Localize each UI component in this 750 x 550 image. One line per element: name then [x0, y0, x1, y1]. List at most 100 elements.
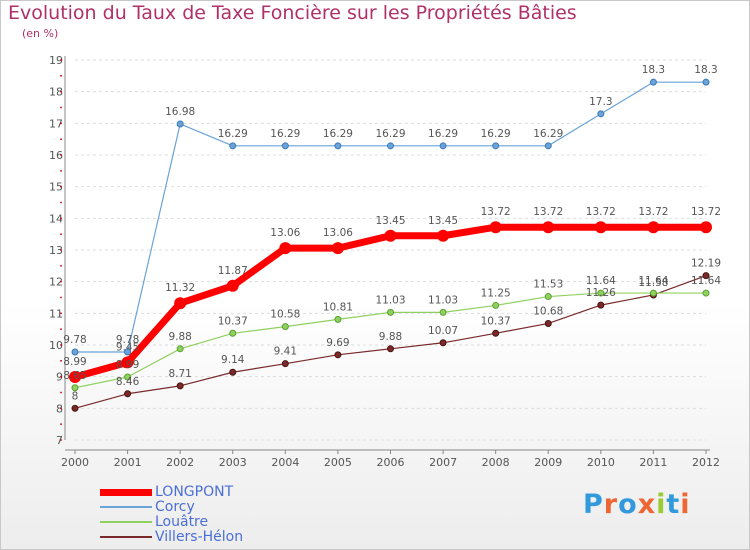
label-lou-tre-2010: 11.64	[586, 275, 616, 287]
label-longpont-2010: 13.72	[586, 206, 616, 218]
label-longpont-2009: 13.72	[533, 206, 563, 218]
x-tick-label-2006: 2006	[377, 456, 405, 469]
legend-item-longpont: LONGPONT	[100, 484, 233, 500]
point-lou-tre-2011	[649, 289, 657, 297]
point-corcy-2011	[649, 78, 657, 86]
point-longpont-2011	[647, 221, 660, 234]
label-corcy-2010: 17.3	[589, 96, 612, 108]
label-villers-h-lon-2004: 9.41	[274, 346, 297, 358]
point-longpont-2000	[69, 370, 81, 383]
label-villers-h-lon-2007: 10.07	[428, 325, 458, 337]
label-lou-tre-2000: 8.65	[63, 370, 86, 382]
point-corcy-2012	[702, 78, 710, 86]
y-minor-tick	[60, 439, 62, 441]
logo-letter: x	[637, 489, 657, 520]
x-tick-label-2000: 2000	[61, 456, 89, 469]
logo-letter: o	[618, 489, 638, 520]
point-villers-h-lon-2004	[281, 360, 289, 368]
x-tick-label-2008: 2008	[482, 456, 510, 469]
y-minor-tick	[60, 249, 62, 251]
point-lou-tre-2000	[71, 384, 79, 392]
label-longpont-2008: 13.72	[481, 206, 511, 218]
point-longpont-2010	[594, 221, 607, 234]
y-minor-tick	[60, 264, 62, 267]
point-villers-h-lon-2009	[544, 319, 552, 327]
label-lou-tre-2006: 11.03	[375, 294, 405, 306]
label-longpont-2004: 13.06	[270, 227, 300, 239]
point-longpont-2002	[174, 297, 187, 310]
x-tick-label-2007: 2007	[429, 456, 457, 469]
y-minor-tick	[60, 59, 62, 61]
label-longpont-2005: 13.06	[323, 227, 353, 239]
y-tick-label-14: 14	[49, 212, 63, 225]
y-tick-label-16: 16	[49, 149, 63, 162]
label-villers-h-lon-2009: 10.68	[533, 305, 563, 317]
y-tick-label-17: 17	[49, 117, 63, 130]
label-corcy-2004: 16.29	[270, 128, 300, 140]
label-villers-h-lon-2001: 8.46	[116, 376, 140, 388]
label-corcy-2000: 9.78	[63, 334, 86, 346]
label-corcy-2012: 18.3	[694, 64, 717, 76]
x-tick-label-2005: 2005	[324, 456, 352, 469]
label-villers-h-lon-2006: 9.88	[379, 331, 402, 343]
label-corcy-2006: 16.29	[375, 128, 405, 140]
label-longpont-2002: 11.32	[165, 282, 195, 294]
chart-title: Evolution du Taux de Taxe Foncière sur l…	[8, 2, 577, 24]
point-lou-tre-2005	[334, 315, 342, 323]
y-minor-tick	[60, 312, 62, 315]
point-villers-h-lon-2001	[124, 390, 132, 398]
label-villers-h-lon-2002: 8.71	[168, 368, 191, 380]
point-longpont-2001	[121, 356, 134, 369]
legend-item-villers-h-lon: Villers-Hélon	[100, 529, 243, 545]
label-lou-tre-2005: 10.81	[323, 301, 353, 313]
logo-letter: r	[603, 489, 619, 520]
point-villers-h-lon-2000	[71, 404, 79, 412]
point-lou-tre-2008	[492, 301, 500, 309]
point-corcy-2008	[492, 142, 500, 150]
label-lou-tre-2012: 11.64	[691, 275, 721, 287]
point-villers-h-lon-2005	[334, 351, 342, 359]
x-tick-label-2012: 2012	[692, 456, 720, 469]
label-corcy-2001: 9.78	[116, 334, 139, 346]
label-corcy-2008: 16.29	[481, 128, 511, 140]
legend-label: Corcy	[155, 499, 195, 515]
logo-letter: t	[666, 489, 681, 520]
label-lou-tre-2008: 11.25	[481, 287, 511, 299]
point-villers-h-lon-2006	[387, 345, 394, 353]
point-corcy-2003	[229, 142, 237, 150]
y-minor-tick	[60, 217, 62, 220]
chart-unit-label: (en %)	[22, 27, 59, 40]
y-minor-tick	[60, 106, 62, 109]
y-minor-tick	[60, 122, 62, 125]
label-longpont-2011: 13.72	[638, 206, 668, 218]
point-longpont-2004	[279, 242, 292, 255]
y-minor-tick	[60, 233, 62, 236]
point-corcy-2006	[387, 142, 394, 150]
point-longpont-2007	[437, 229, 450, 242]
point-longpont-2009	[542, 221, 555, 234]
y-tick-label-8: 8	[56, 402, 63, 415]
point-lou-tre-2002	[176, 345, 184, 353]
point-villers-h-lon-2002	[176, 382, 184, 390]
y-minor-tick	[60, 138, 62, 141]
label-villers-h-lon-2012: 12.19	[691, 258, 721, 270]
y-minor-tick	[60, 169, 62, 172]
legend-label: LONGPONT	[155, 484, 234, 500]
x-tick-label-2001: 2001	[114, 456, 142, 469]
point-corcy-2009	[544, 142, 552, 150]
y-minor-tick	[60, 359, 62, 362]
point-corcy-2002	[176, 120, 184, 128]
label-corcy-2003: 16.29	[218, 128, 248, 140]
y-minor-tick	[60, 423, 62, 426]
x-tick-label-2003: 2003	[219, 456, 247, 469]
y-minor-tick	[60, 201, 62, 204]
point-corcy-2004	[281, 142, 289, 150]
label-corcy-2011: 18.3	[642, 64, 665, 76]
label-villers-h-lon-2003: 9.14	[221, 354, 245, 366]
legend-swatch	[100, 521, 152, 523]
x-tick-label-2002: 2002	[166, 456, 194, 469]
point-longpont-2003	[226, 279, 239, 292]
point-lou-tre-2001	[124, 373, 132, 381]
label-longpont-2000: 8.99	[63, 356, 86, 368]
